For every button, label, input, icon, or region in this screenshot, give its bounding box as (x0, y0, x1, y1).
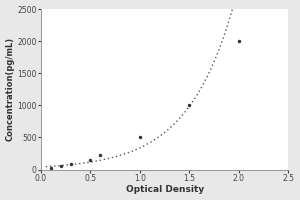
Y-axis label: Concentration(pg/mL): Concentration(pg/mL) (6, 37, 15, 141)
X-axis label: Optical Density: Optical Density (125, 185, 204, 194)
